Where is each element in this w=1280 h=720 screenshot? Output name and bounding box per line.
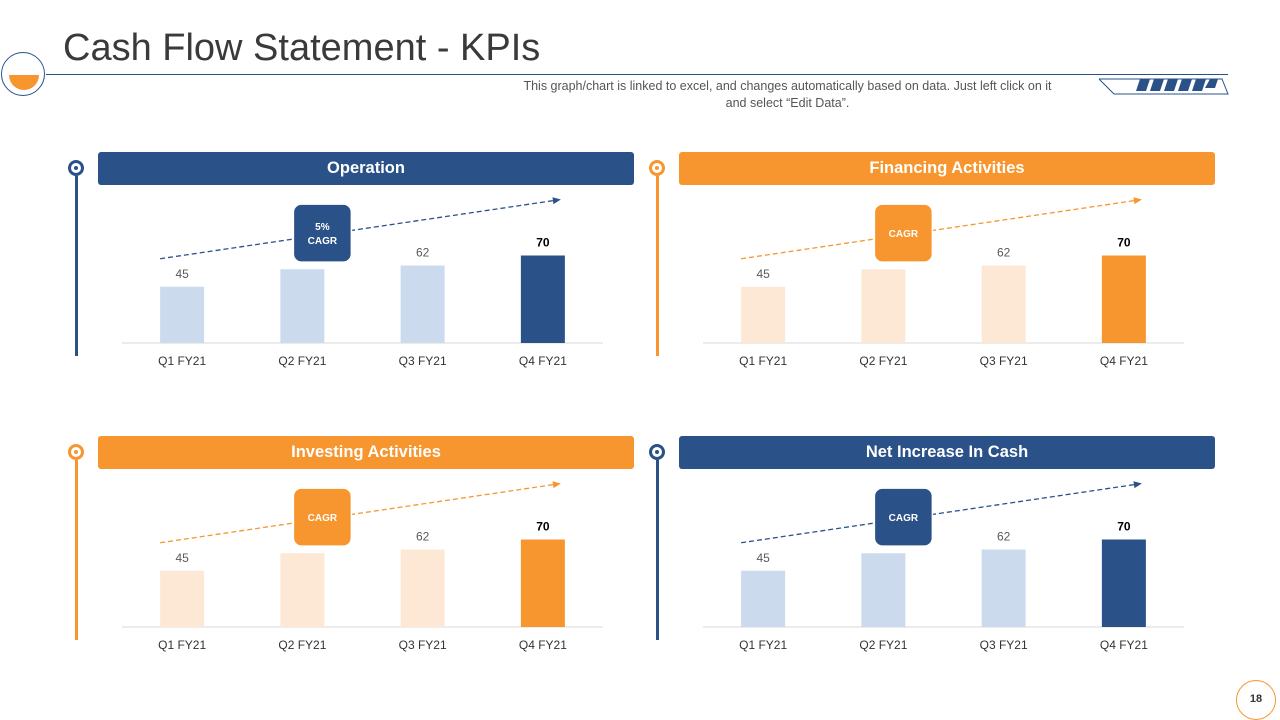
cagr-badge — [292, 203, 353, 263]
panel-bullet-icon — [649, 160, 665, 176]
cagr-badge-label: CAGR — [889, 513, 919, 524]
panel-timeline — [75, 176, 78, 356]
panel-timeline — [656, 176, 659, 356]
bar-q1-fy21 — [741, 286, 786, 343]
x-tick-label: Q2 FY21 — [859, 354, 907, 368]
bar-q1-fy21 — [160, 570, 205, 627]
data-label: 70 — [536, 520, 550, 534]
bar-q4-fy21 — [520, 255, 565, 343]
logo-half-shape — [9, 75, 39, 90]
cagr-badge-label: CAGR — [308, 513, 338, 524]
net-increase-in-cash-header: Net Increase In Cash — [679, 436, 1215, 469]
financing-activities-header: Financing Activities — [679, 152, 1215, 185]
data-label: 45 — [175, 551, 189, 565]
x-tick-label: Q2 FY21 — [278, 638, 326, 652]
x-tick-label: Q1 FY21 — [158, 638, 206, 652]
data-label: 70 — [536, 236, 550, 250]
trend-arrow-line — [160, 199, 556, 260]
panel-bullet-icon — [68, 444, 84, 460]
panel-bullet-icon — [649, 444, 665, 460]
x-tick-label: Q4 FY21 — [1100, 354, 1148, 368]
bar-q3-fy21 — [981, 265, 1026, 343]
title-underline — [46, 74, 1228, 75]
x-tick-label: Q2 FY21 — [859, 638, 907, 652]
bar-q3-fy21 — [400, 265, 445, 343]
bar-q2-fy21 — [861, 269, 906, 343]
data-label: 62 — [416, 530, 430, 544]
cagr-badge — [292, 487, 353, 547]
cagr-badge-label: CAGR — [889, 229, 919, 240]
cagr-badge-label: 5% — [315, 222, 330, 233]
data-label: 45 — [756, 267, 770, 281]
trend-arrow-line — [160, 483, 556, 544]
stripes-decoration-icon — [1098, 78, 1229, 95]
x-tick-label: Q4 FY21 — [1100, 638, 1148, 652]
subtitle-line-1: This graph/chart is linked to excel, and… — [523, 79, 1052, 93]
bar-q3-fy21 — [981, 549, 1026, 627]
bar-q4-fy21 — [1101, 539, 1146, 627]
trend-arrow-head-icon — [1133, 197, 1142, 205]
page-title: Cash Flow Statement - KPIs — [63, 27, 541, 69]
data-label: 62 — [997, 246, 1011, 260]
bar-q1-fy21 — [160, 286, 205, 343]
bar-q2-fy21 — [861, 553, 906, 627]
trend-arrow-line — [741, 483, 1137, 544]
data-label: 62 — [997, 530, 1011, 544]
data-label: 45 — [175, 267, 189, 281]
investing-activities-header: Investing Activities — [98, 436, 634, 469]
bar-q1-fy21 — [741, 570, 786, 627]
bar-q3-fy21 — [400, 549, 445, 627]
page-number: 18 — [1236, 680, 1276, 720]
x-tick-label: Q1 FY21 — [158, 354, 206, 368]
cagr-badge — [873, 487, 934, 547]
x-tick-label: Q1 FY21 — [739, 638, 787, 652]
subtitle-note: This graph/chart is linked to excel, and… — [500, 78, 1075, 112]
panel-timeline — [75, 460, 78, 640]
trend-arrow-head-icon — [552, 197, 561, 205]
bar-q4-fy21 — [1101, 255, 1146, 343]
panel-timeline — [656, 460, 659, 640]
data-label: 45 — [756, 551, 770, 565]
trend-arrow-line — [741, 199, 1137, 260]
data-label: 70 — [1117, 520, 1131, 534]
bar-q2-fy21 — [280, 553, 325, 627]
cagr-badge — [873, 203, 934, 263]
x-tick-label: Q4 FY21 — [519, 638, 567, 652]
subtitle-line-2: and select “Edit Data”. — [725, 96, 850, 110]
cagr-badge-label: CAGR — [308, 236, 338, 247]
trend-arrow-head-icon — [1133, 481, 1142, 489]
x-tick-label: Q3 FY21 — [980, 638, 1028, 652]
x-tick-label: Q3 FY21 — [399, 638, 447, 652]
bar-q2-fy21 — [280, 269, 325, 343]
trend-arrow-head-icon — [552, 481, 561, 489]
data-label: 70 — [1117, 236, 1131, 250]
bar-q4-fy21 — [520, 539, 565, 627]
x-tick-label: Q3 FY21 — [399, 354, 447, 368]
data-label: 62 — [416, 246, 430, 260]
panel-bullet-icon — [68, 160, 84, 176]
x-tick-label: Q4 FY21 — [519, 354, 567, 368]
x-tick-label: Q3 FY21 — [980, 354, 1028, 368]
x-tick-label: Q1 FY21 — [739, 354, 787, 368]
x-tick-label: Q2 FY21 — [278, 354, 326, 368]
logo-circle-icon — [1, 52, 45, 96]
operation-header: Operation — [98, 152, 634, 185]
